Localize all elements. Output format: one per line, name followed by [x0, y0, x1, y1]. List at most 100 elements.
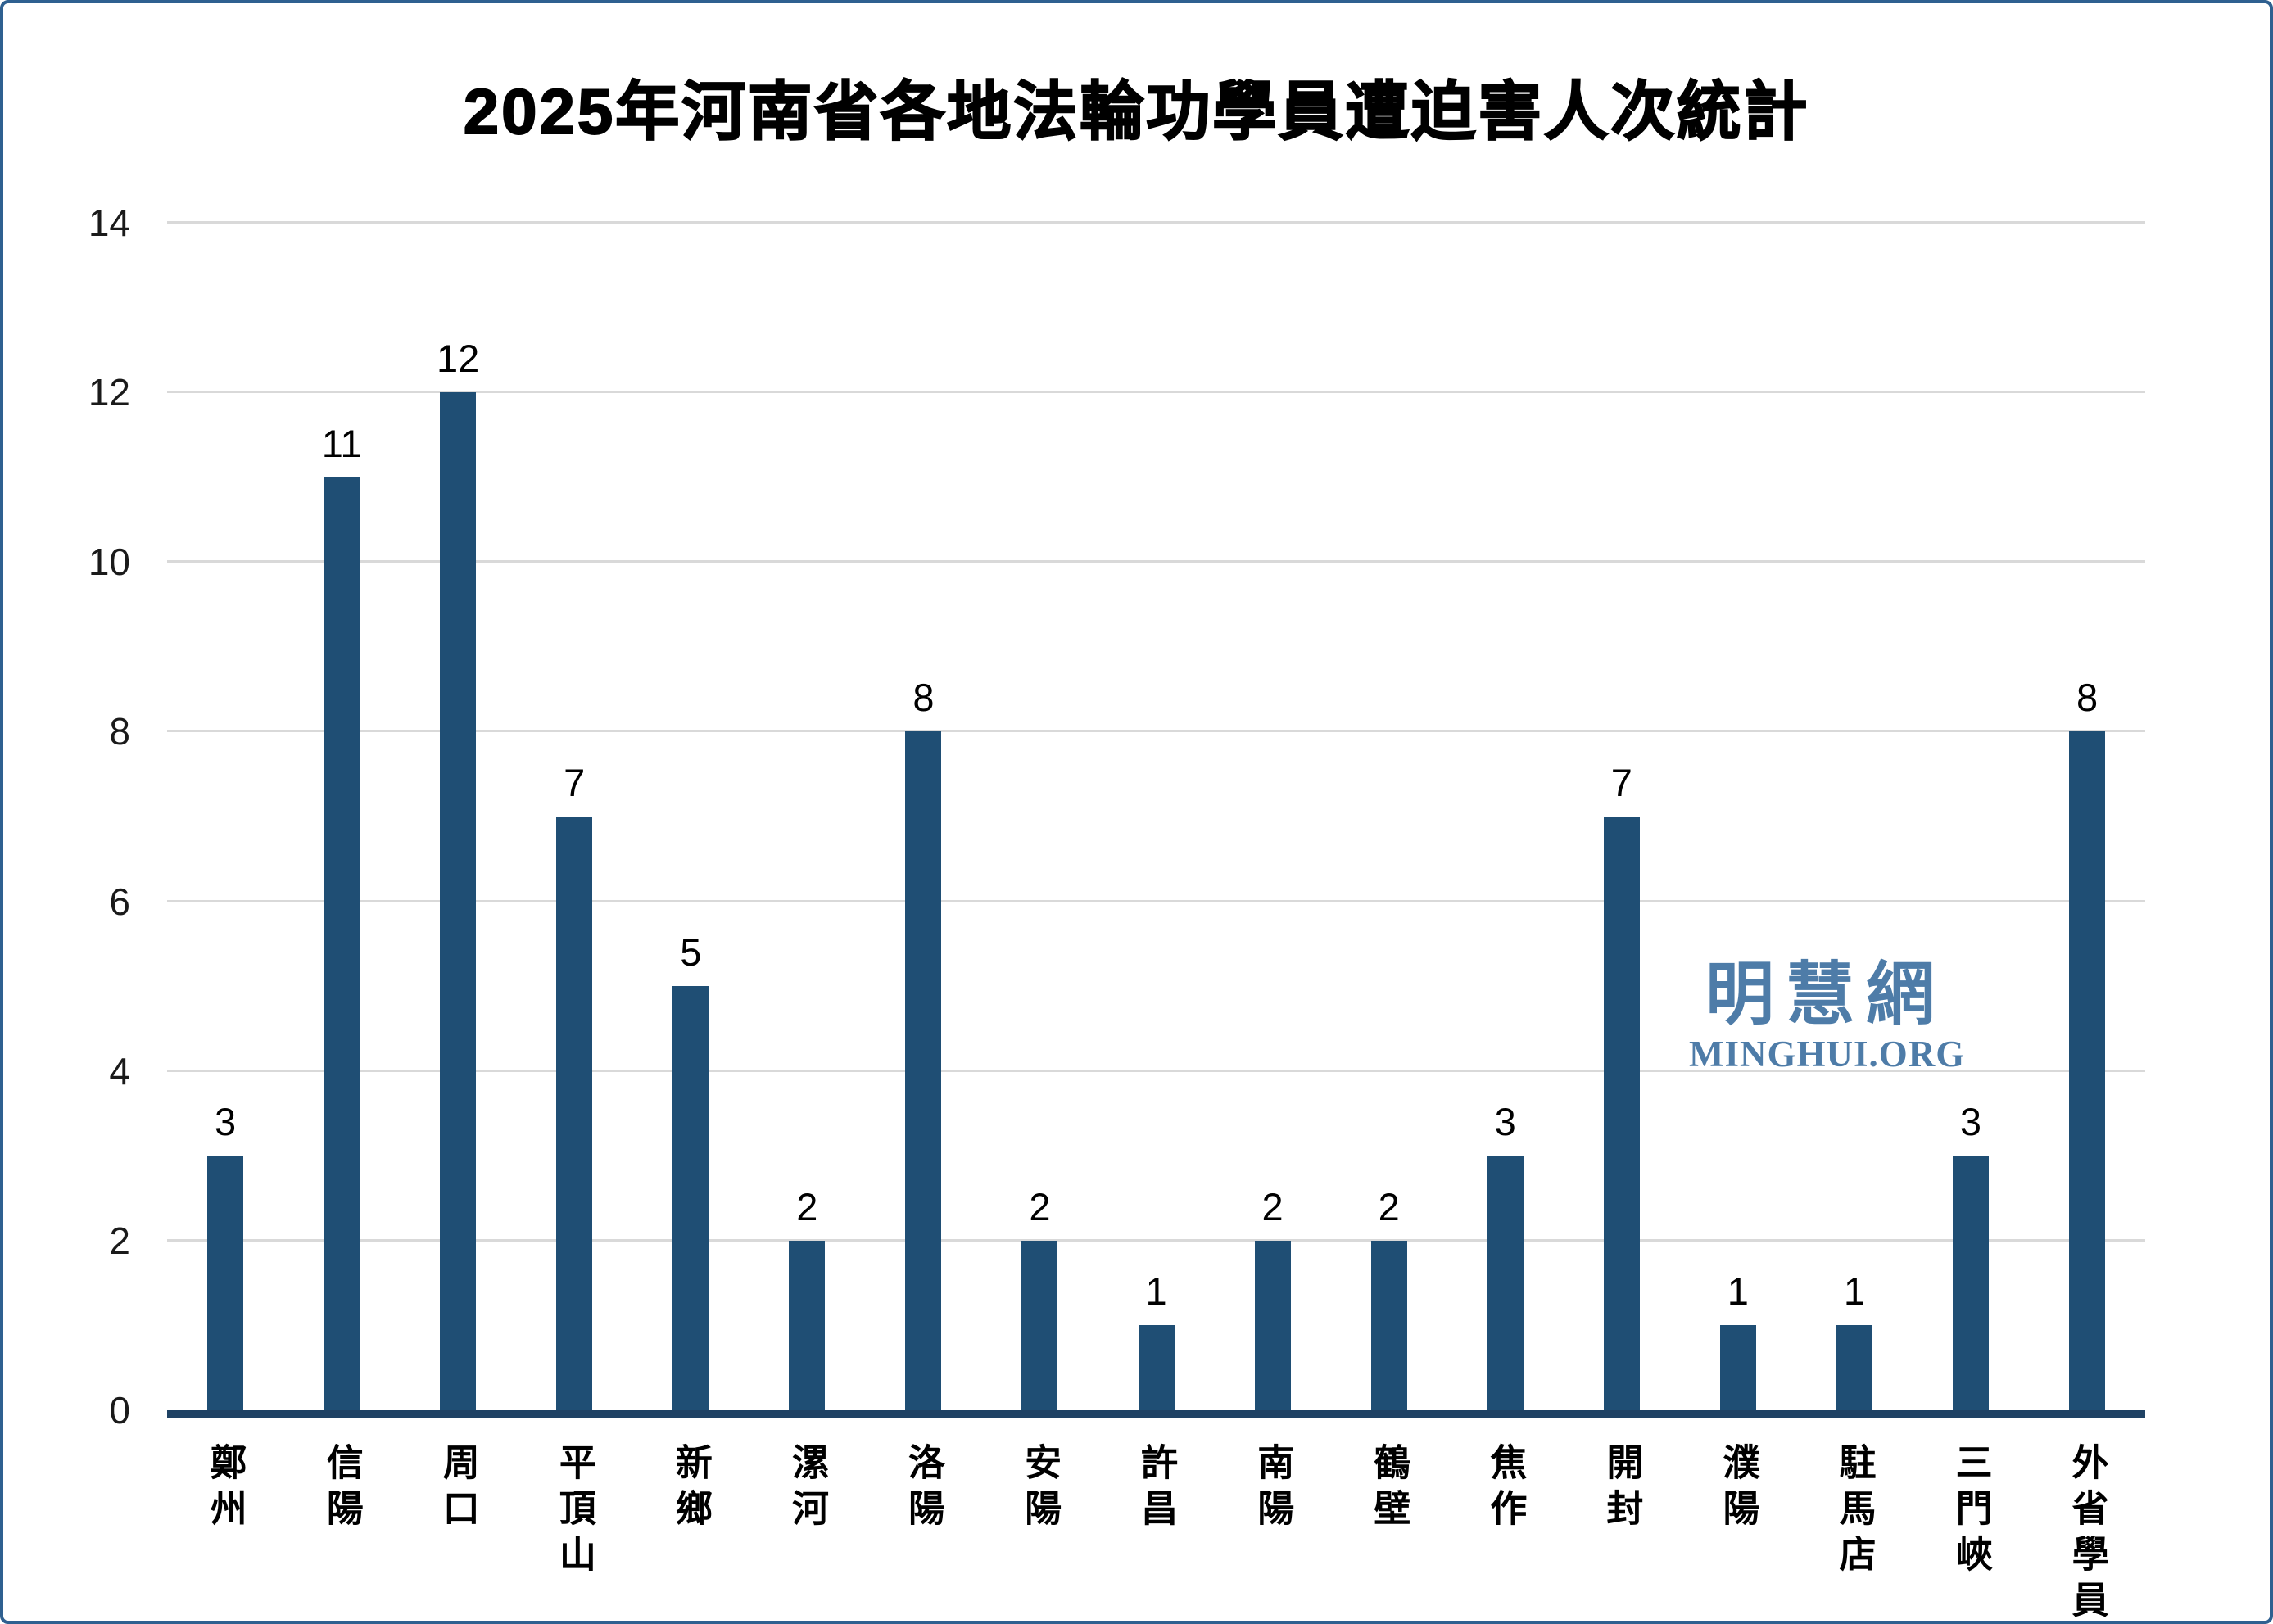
bar [1138, 1325, 1175, 1410]
x-axis-label-text: 安陽 [1019, 1443, 1062, 1535]
x-axis-label-text: 周口 [437, 1443, 479, 1535]
bar [1603, 817, 1640, 1410]
bar [1254, 1240, 1291, 1410]
bar-value-label: 7 [1610, 761, 1632, 804]
x-axis-label-text: 南陽 [1252, 1443, 1294, 1535]
x-axis-label: 新鄉 [632, 1443, 749, 1621]
plot-area: 0 2 4 6 8 10 12 14 3 11 12 7 5 2 8 2 1 2 2 3 7 1 1 3 8 [88, 201, 2145, 1432]
x-axis-label: 鄭州 [167, 1443, 283, 1621]
bar [789, 1240, 826, 1410]
minghui-watermark: 明慧網 MINGHUI.ORG [1689, 956, 1966, 1074]
bar-value-label: 1 [1843, 1269, 1865, 1314]
x-axis-label: 外省學員 [2029, 1443, 2145, 1624]
x-axis-label-text: 外省學員 [2066, 1443, 2108, 1624]
bar-slot: 7 [1564, 223, 1680, 1410]
x-axis-label-text: 鄭州 [204, 1443, 247, 1535]
bar-slot: 8 [2029, 223, 2145, 1410]
y-tick-label: 14 [88, 201, 130, 244]
bar-slot: 1 [1796, 223, 1913, 1410]
bar [1370, 1240, 1407, 1410]
x-axis-label: 南陽 [1215, 1443, 1331, 1621]
bar-slot: 3 [167, 223, 283, 1410]
bar [1952, 1156, 1989, 1410]
x-axis-label-text: 平頂山 [553, 1443, 595, 1581]
bar-value-label: 3 [214, 1100, 237, 1144]
x-axis-label-text: 信陽 [320, 1443, 363, 1535]
y-tick-label: 0 [109, 1389, 130, 1432]
x-axis-label-text: 漯河 [786, 1443, 828, 1535]
bar [556, 817, 593, 1410]
gridline [167, 560, 2145, 563]
x-axis-label-text: 三門峽 [1949, 1443, 1992, 1581]
bar-value-label: 1 [1145, 1269, 1167, 1314]
x-axis-label: 洛陽 [865, 1443, 981, 1621]
bar-slot: 12 [400, 223, 516, 1410]
watermark-chinese: 明慧網 [1705, 956, 1946, 1033]
bar-value-label: 8 [912, 676, 935, 720]
bar-value-label: 12 [437, 337, 480, 381]
bar [1487, 1156, 1524, 1410]
y-tick-label: 2 [109, 1219, 130, 1262]
x-axis-label: 周口 [400, 1443, 516, 1621]
x-axis-label-text: 洛陽 [903, 1443, 945, 1535]
x-axis-label-text: 新鄉 [669, 1443, 712, 1535]
x-axis-label: 漯河 [749, 1443, 865, 1621]
bar-value-label: 2 [796, 1184, 818, 1228]
bar-slot: 1 [1680, 223, 1796, 1410]
x-axis-label: 信陽 [283, 1443, 400, 1621]
bar [1719, 1325, 1756, 1410]
gridline [167, 899, 2145, 902]
bar-value-label: 3 [1494, 1100, 1516, 1144]
y-tick-label: 4 [109, 1049, 130, 1092]
bar-slot: 8 [865, 223, 981, 1410]
x-axis-label: 許昌 [1098, 1443, 1215, 1621]
bar [440, 392, 477, 1410]
y-tick-label: 6 [109, 880, 130, 923]
bar-value-label: 3 [1959, 1100, 1982, 1144]
bar [207, 1156, 244, 1410]
x-axis-label: 開封 [1564, 1443, 1680, 1621]
bar [1836, 1325, 1872, 1410]
bar-slot: 2 [1215, 223, 1331, 1410]
x-axis-line [167, 1410, 2145, 1418]
bar-slot: 2 [1331, 223, 1447, 1410]
bar-slot: 5 [632, 223, 749, 1410]
bar-value-label: 2 [1029, 1184, 1051, 1228]
x-axis-label: 安陽 [981, 1443, 1098, 1621]
bar [2069, 731, 2106, 1410]
bar-value-label: 1 [1727, 1269, 1749, 1314]
bar [672, 986, 709, 1410]
x-axis-label-text: 開封 [1601, 1443, 1643, 1535]
bar-value-label: 8 [2076, 676, 2099, 720]
x-axis-label: 平頂山 [516, 1443, 632, 1621]
watermark-url: MINGHUI.ORG [1689, 1034, 1966, 1074]
bar-value-label: 2 [1261, 1184, 1284, 1228]
x-axis-label-text: 焦作 [1484, 1443, 1527, 1535]
gridline [167, 391, 2145, 394]
gridline [167, 730, 2145, 733]
bar-slot: 3 [1447, 223, 1564, 1410]
x-axis-label-text: 濮陽 [1717, 1443, 1759, 1535]
y-tick-label: 12 [88, 371, 130, 414]
bar-slot: 7 [516, 223, 632, 1410]
bar-value-label: 11 [321, 421, 362, 465]
x-axis-label-text: 許昌 [1135, 1443, 1178, 1535]
y-tick-label: 10 [88, 541, 130, 584]
x-axis-label-text: 駐馬店 [1833, 1443, 1876, 1581]
bar-slot: 2 [749, 223, 865, 1410]
gridline [167, 221, 2145, 224]
bar-value-label: 2 [1378, 1184, 1400, 1228]
bar-slot: 11 [283, 223, 400, 1410]
x-axis-labels: 鄭州 信陽 周口 平頂山 新鄉 漯河 洛陽 安陽 許昌 南陽 鶴壁 焦作 開封 濮陽 駐馬店 三門峽 外省學員 [167, 1443, 2145, 1624]
bar [905, 731, 942, 1410]
x-axis-label: 焦作 [1447, 1443, 1564, 1621]
gridline [167, 1238, 2145, 1242]
bar-slot: 1 [1098, 223, 1215, 1410]
bar-value-label: 7 [564, 761, 586, 804]
x-axis-label: 駐馬店 [1796, 1443, 1913, 1621]
bar-value-label: 5 [680, 930, 702, 975]
bar-series: 3 11 12 7 5 2 8 2 1 2 2 3 7 1 1 3 8 [167, 223, 2145, 1410]
bar-slot: 3 [1913, 223, 2029, 1410]
x-axis-label-text: 鶴壁 [1368, 1443, 1410, 1535]
